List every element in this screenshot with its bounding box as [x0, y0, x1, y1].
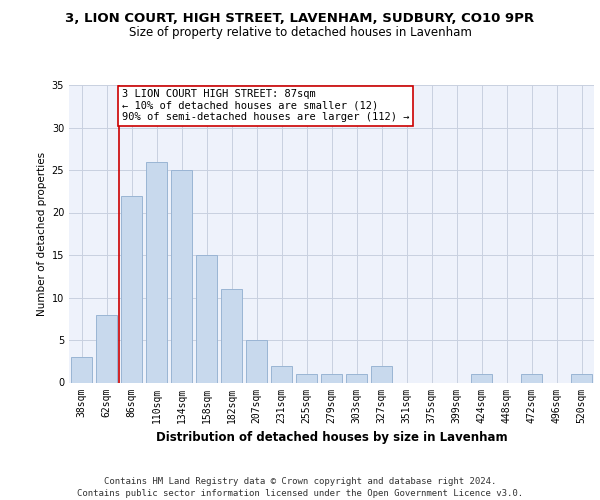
Bar	[271, 366, 292, 382]
Bar	[246, 340, 267, 382]
Bar	[571, 374, 592, 382]
Bar	[471, 374, 492, 382]
Bar	[171, 170, 192, 382]
Bar	[321, 374, 342, 382]
Text: Size of property relative to detached houses in Lavenham: Size of property relative to detached ho…	[128, 26, 472, 39]
Bar	[221, 289, 242, 382]
Text: 3, LION COURT, HIGH STREET, LAVENHAM, SUDBURY, CO10 9PR: 3, LION COURT, HIGH STREET, LAVENHAM, SU…	[65, 12, 535, 26]
Y-axis label: Number of detached properties: Number of detached properties	[37, 152, 47, 316]
Bar	[346, 374, 367, 382]
Bar	[121, 196, 142, 382]
Bar	[71, 357, 92, 382]
Bar	[521, 374, 542, 382]
Bar	[296, 374, 317, 382]
X-axis label: Distribution of detached houses by size in Lavenham: Distribution of detached houses by size …	[155, 431, 508, 444]
Bar	[146, 162, 167, 382]
Bar	[96, 314, 117, 382]
Text: 3 LION COURT HIGH STREET: 87sqm
← 10% of detached houses are smaller (12)
90% of: 3 LION COURT HIGH STREET: 87sqm ← 10% of…	[121, 89, 409, 122]
Bar	[196, 255, 217, 382]
Bar	[371, 366, 392, 382]
Text: Contains HM Land Registry data © Crown copyright and database right 2024.
Contai: Contains HM Land Registry data © Crown c…	[77, 476, 523, 498]
